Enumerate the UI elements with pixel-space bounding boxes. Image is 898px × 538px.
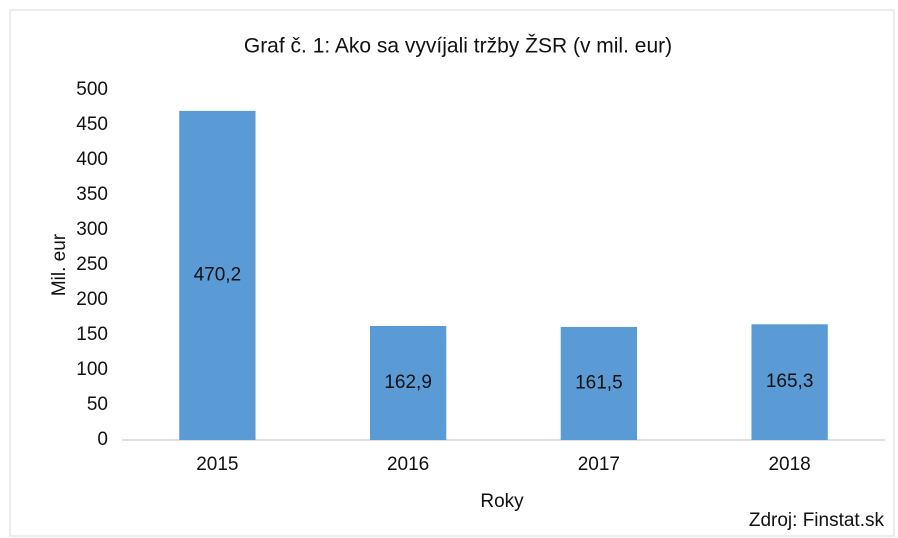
bar — [179, 110, 256, 441]
chart-frame — [9, 9, 895, 537]
y-tick-label: 450 — [76, 114, 108, 135]
data-label: 470,2 — [194, 264, 242, 285]
x-tick-label: 2015 — [196, 454, 238, 475]
y-tick-label: 0 — [97, 429, 108, 450]
y-tick-label: 250 — [76, 254, 108, 275]
y-tick-label: 150 — [76, 324, 108, 345]
x-tick-label: 2016 — [387, 454, 429, 475]
x-tick-label: 2018 — [768, 454, 810, 475]
data-label: 162,9 — [384, 372, 432, 393]
y-tick-label: 300 — [76, 219, 108, 240]
data-label: 165,3 — [766, 371, 814, 392]
bar — [751, 324, 828, 440]
y-tick-label: 350 — [76, 184, 108, 205]
y-tick-label: 500 — [76, 79, 108, 100]
x-axis-label: Roky — [480, 491, 524, 512]
y-tick-label: 400 — [76, 149, 108, 170]
y-tick-label: 50 — [87, 394, 108, 415]
y-axis-label: Mil. eur — [49, 233, 70, 296]
bar — [560, 326, 638, 440]
y-tick-label: 100 — [76, 359, 108, 380]
y-tick-label: 200 — [76, 289, 108, 310]
x-tick-label: 2017 — [578, 454, 620, 475]
data-label: 161,5 — [575, 372, 623, 393]
bar — [369, 325, 447, 440]
source: Zdroj: Finstat.sk — [749, 510, 885, 531]
chart-title: Graf č. 1: Ako sa vyvíjali tržby ŽSR (v … — [244, 35, 672, 58]
